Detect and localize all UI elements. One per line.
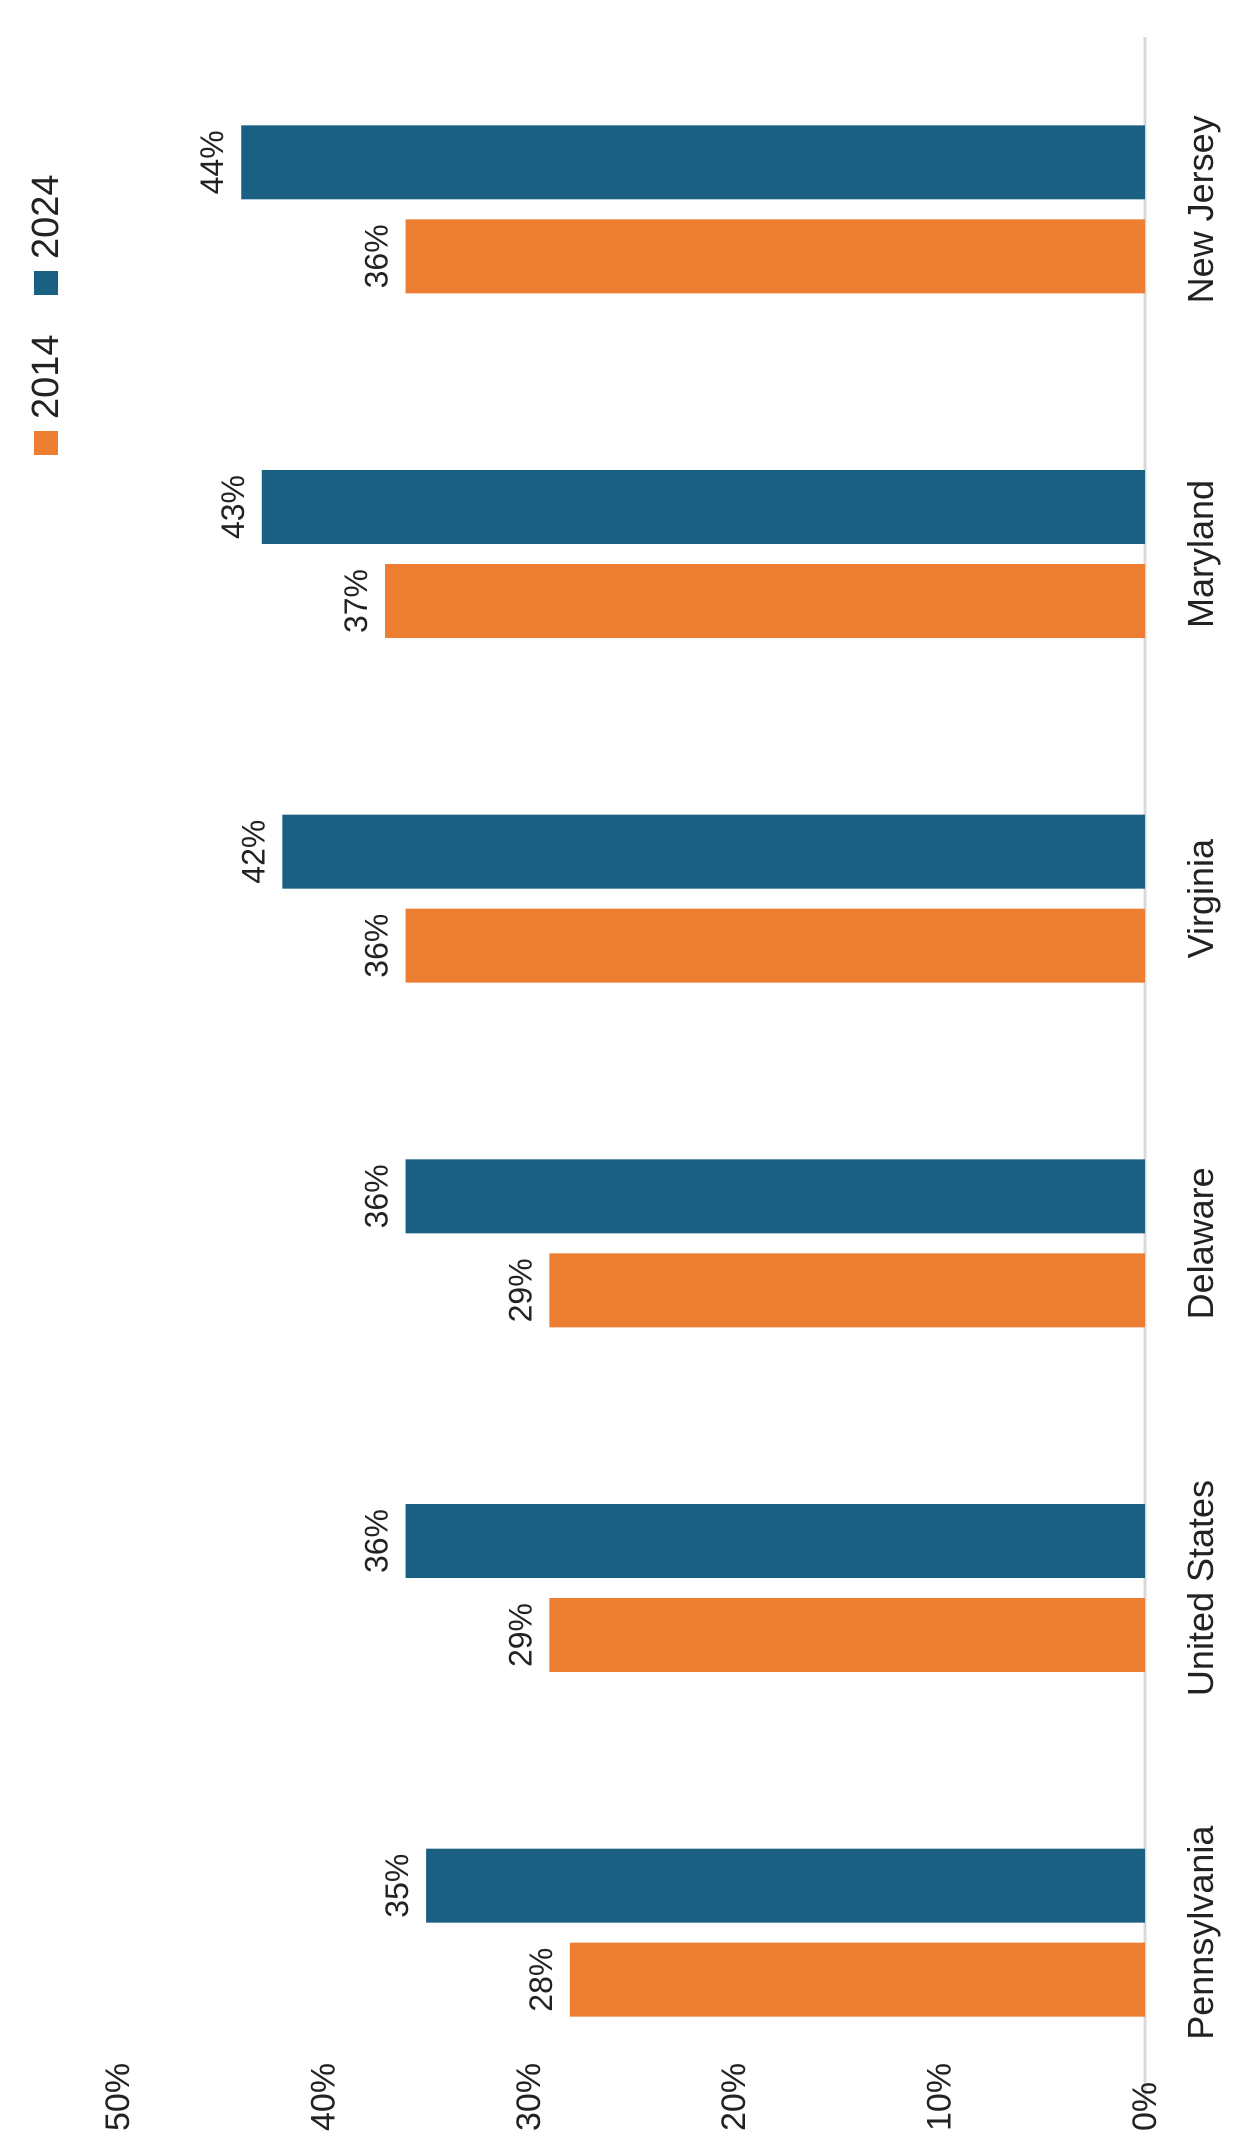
data-label: 36% (359, 1509, 395, 1573)
bar-2014 (405, 908, 1145, 983)
legend-swatch-2014 (34, 431, 58, 455)
value-tick-label: 10% (921, 2063, 959, 2131)
value-tick-label: 50% (99, 2063, 137, 2131)
bar-2024 (261, 470, 1145, 544)
bar-2014 (405, 219, 1145, 294)
value-tick-label: 40% (304, 2063, 342, 2131)
category-label: Delaware (1180, 1167, 1221, 1319)
category-label: Virginia (1180, 838, 1221, 958)
value-tick-label: 20% (715, 2063, 753, 2131)
data-label: 36% (359, 1164, 395, 1228)
bar-2024 (405, 1504, 1145, 1578)
data-label: 28% (523, 1948, 559, 2012)
legend-label: 2024 (25, 174, 67, 259)
bar-2024 (405, 1159, 1145, 1234)
category-label: Maryland (1180, 480, 1221, 628)
data-label: 37% (338, 569, 374, 633)
bar-2024 (426, 1848, 1146, 1923)
value-tick-label: 30% (510, 2063, 548, 2131)
data-label: 43% (215, 475, 251, 539)
plot-area: 0% 10% 20% 30% 40% 50% Pennsylvania United Sta… (25, 37, 1221, 2131)
category-label: United States (1180, 1480, 1221, 1696)
legend-label: 2014 (25, 334, 67, 419)
data-label: 36% (359, 224, 395, 288)
data-label: 42% (235, 820, 271, 884)
value-tick-label: 0% (1126, 2082, 1164, 2131)
data-label: 29% (502, 1603, 538, 1667)
bar-2024 (241, 125, 1146, 200)
data-label: 36% (359, 914, 395, 978)
bar-2024 (282, 814, 1145, 889)
value-axis: 0% 10% 20% 30% 40% 50% (99, 2063, 1164, 2131)
bar-2014 (385, 564, 1145, 638)
data-label: 44% (194, 130, 230, 194)
bar-2014 (549, 1598, 1145, 1672)
category-axis: Pennsylvania United States Delaware Virgini… (1180, 115, 1221, 2039)
data-label: 29% (502, 1258, 538, 1322)
bar-2014 (549, 1253, 1145, 1328)
category-label: New Jersey (1180, 115, 1221, 303)
bar-2014 (569, 1942, 1145, 2017)
bars (241, 125, 1146, 2017)
data-labels: 28% 35% 29% 36% 29% 36% 36% 42% 37% 43% 36% 44% (194, 130, 559, 2011)
data-label: 35% (379, 1854, 415, 1918)
legend-swatch-2024 (34, 271, 58, 295)
category-label: Pennsylvania (1180, 1825, 1221, 2040)
legend: 2014 2024 (25, 174, 67, 455)
